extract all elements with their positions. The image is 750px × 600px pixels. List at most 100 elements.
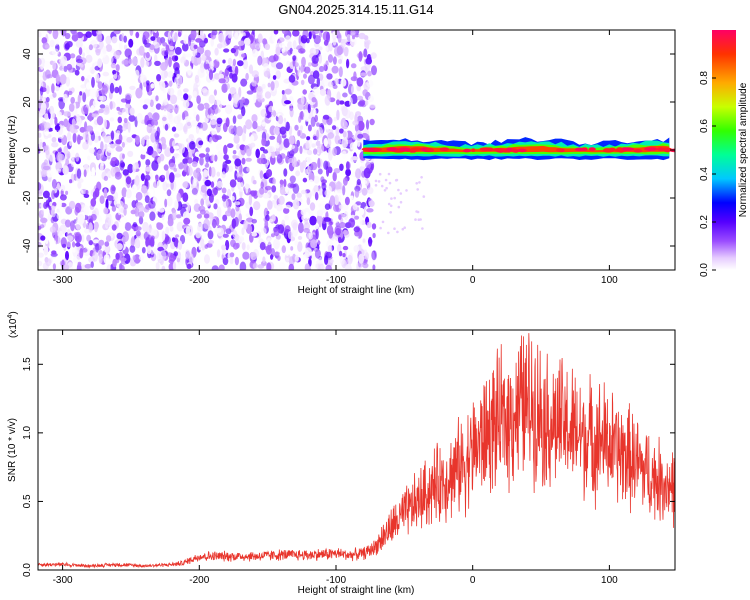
noise-cell [82,131,89,140]
noise-cell [216,117,223,125]
noise-cell [270,233,275,238]
noise-cell [168,80,173,87]
noise-cell [69,179,73,184]
noise-cell [323,137,328,147]
noise-cell [364,134,370,140]
noise-cell [346,58,350,69]
noise-cell [182,42,189,52]
noise-cell [360,162,366,167]
noise-cell [102,107,110,116]
noise-cell [108,217,113,227]
noise-cell [39,86,44,96]
noise-cell [166,104,174,112]
noise-cell [161,143,166,150]
noise-cell [54,125,61,131]
noise-cell [261,137,266,146]
x-tick-label: -300 [53,575,73,586]
noise-cell [314,248,321,259]
noise-cell [156,180,162,189]
noise-cell [147,89,153,96]
noise-cell [123,44,128,50]
noise-cell [53,39,60,46]
noise-cell [77,181,82,189]
noise-cell [351,171,356,179]
noise-cell [75,202,82,213]
noise-cell [294,255,299,262]
colorbar-tick-label: 0.4 [699,167,710,181]
noise-cell [232,58,237,67]
noise-cell [207,106,215,116]
noise-cell [138,255,145,261]
noise-cell [304,217,308,225]
noise-cell [336,109,340,121]
noise-cell [316,214,323,225]
noise-cell [38,252,44,258]
noise-cell [123,35,127,43]
noise-cell [57,148,62,153]
noise-cell [203,213,210,219]
noise-cell [367,238,373,244]
noise-cell [349,37,357,47]
y-tick-label: 0.0 [22,563,33,577]
noise-cell [209,136,213,144]
snr-frame [37,329,676,571]
noise-cell [325,46,329,52]
noise-cell [251,30,255,35]
noise-cell [316,77,320,87]
noise-cell [250,251,258,261]
noise-cell [208,94,215,105]
noise-cell [45,236,49,245]
noise-cell [264,43,271,50]
noise-cell [187,157,193,164]
noise-cell [73,255,81,264]
noise-cell [245,157,252,162]
noise-cell [149,246,155,255]
noise-cell [153,247,157,255]
noise-cell [51,190,56,200]
noise-cell [121,141,125,148]
noise-cell [90,105,95,113]
noise-cell [371,223,377,230]
noise-cell [251,232,258,237]
noise-cell [64,32,71,40]
noise-cell [318,53,323,64]
noise-cell [325,264,332,270]
noise-cell [363,48,368,58]
noise-cell [256,125,261,132]
noise-cell [338,100,345,105]
noise-cell [144,60,150,67]
noise-cell [356,178,361,186]
noise-cell [266,262,272,270]
noise-cell [98,108,104,114]
noise-cell [294,62,299,67]
noise-cell [75,242,81,247]
noise-cell [226,65,232,71]
noise-cell [337,32,342,43]
noise-cell [125,188,132,199]
noise-cell [258,158,264,165]
noise-cell [340,78,347,87]
noise-cell [163,70,168,79]
noise-cell [234,256,239,266]
noise-cell [110,157,118,165]
noise-cell [281,45,286,54]
noise-cell [221,244,227,251]
noise-cell [261,121,266,127]
noise-cell [302,177,308,183]
noise-cell [138,216,144,225]
noise-cell [172,261,177,270]
noise-cell [129,89,136,96]
noise-cell [234,201,241,206]
noise-cell [110,55,114,64]
noise-cell [354,230,360,237]
noise-cell [40,235,46,241]
noise-cell [306,197,311,206]
noise-cell [300,111,304,119]
noise-cell [146,227,152,235]
noise-cell [354,215,360,220]
noise-cell [241,106,246,117]
noise-cell [90,69,95,74]
noise-cell [234,170,238,181]
noise-cell [252,263,258,269]
noise-cell [212,256,217,263]
